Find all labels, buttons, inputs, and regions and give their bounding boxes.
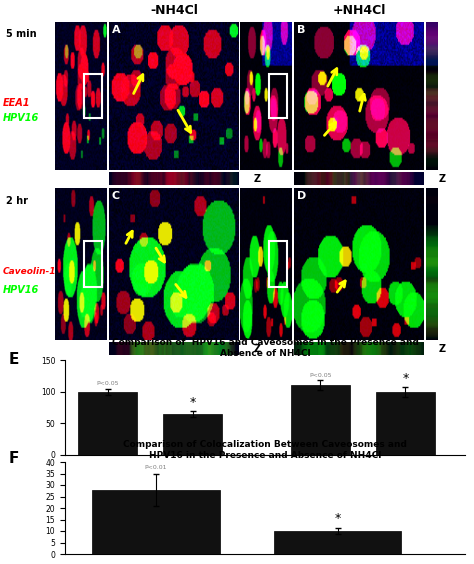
Text: P<0.01: P<0.01 [145, 465, 167, 470]
Bar [375, 391, 435, 455]
Text: 2 hr: 2 hr [6, 196, 27, 206]
Bar [269, 241, 287, 287]
Bar [163, 414, 222, 455]
Text: Z: Z [254, 174, 261, 183]
Text: 5 min: 5 min [6, 29, 36, 39]
Text: *: * [190, 396, 196, 409]
Bar [269, 74, 287, 118]
Text: D: D [297, 191, 306, 201]
Text: *: * [335, 512, 341, 525]
Text: C: C [111, 191, 120, 201]
Text: Caveolin-1: Caveolin-1 [3, 267, 56, 276]
Text: E: E [9, 352, 19, 367]
Bar [92, 490, 219, 554]
Text: F: F [9, 451, 19, 466]
Bar [274, 531, 401, 554]
Text: P<0.05: P<0.05 [309, 373, 332, 378]
Bar [83, 241, 102, 287]
Bar [78, 391, 137, 455]
Text: B: B [297, 25, 305, 35]
Text: A: A [111, 25, 120, 35]
Bar [83, 74, 102, 118]
Text: P<0.05: P<0.05 [96, 381, 119, 386]
Text: HPV16: HPV16 [3, 285, 39, 295]
Text: Number of Caveosomes: Number of Caveosomes [111, 493, 202, 502]
Text: Z: Z [254, 343, 261, 354]
Text: Z: Z [439, 343, 446, 354]
Text: *: * [402, 372, 409, 385]
Text: -NH4Cl: -NH4Cl [150, 3, 198, 16]
Text: Z: Z [439, 174, 446, 183]
Text: +NH4Cl: +NH4Cl [332, 3, 386, 16]
Title: Comparison of  HPV16 and Caveosomes in the Presence and
Absence of NH4Cl: Comparison of HPV16 and Caveosomes in th… [111, 338, 419, 358]
Text: Number of HPV16 particles: Number of HPV16 particles [321, 493, 425, 502]
Text: EEA1: EEA1 [3, 98, 30, 108]
Bar [291, 385, 350, 455]
Text: HPV16: HPV16 [3, 113, 39, 123]
Title: Comparison of Colocalization Between Caveosomes and
HPV16 in the Presence and Ab: Comparison of Colocalization Between Cav… [123, 440, 407, 460]
